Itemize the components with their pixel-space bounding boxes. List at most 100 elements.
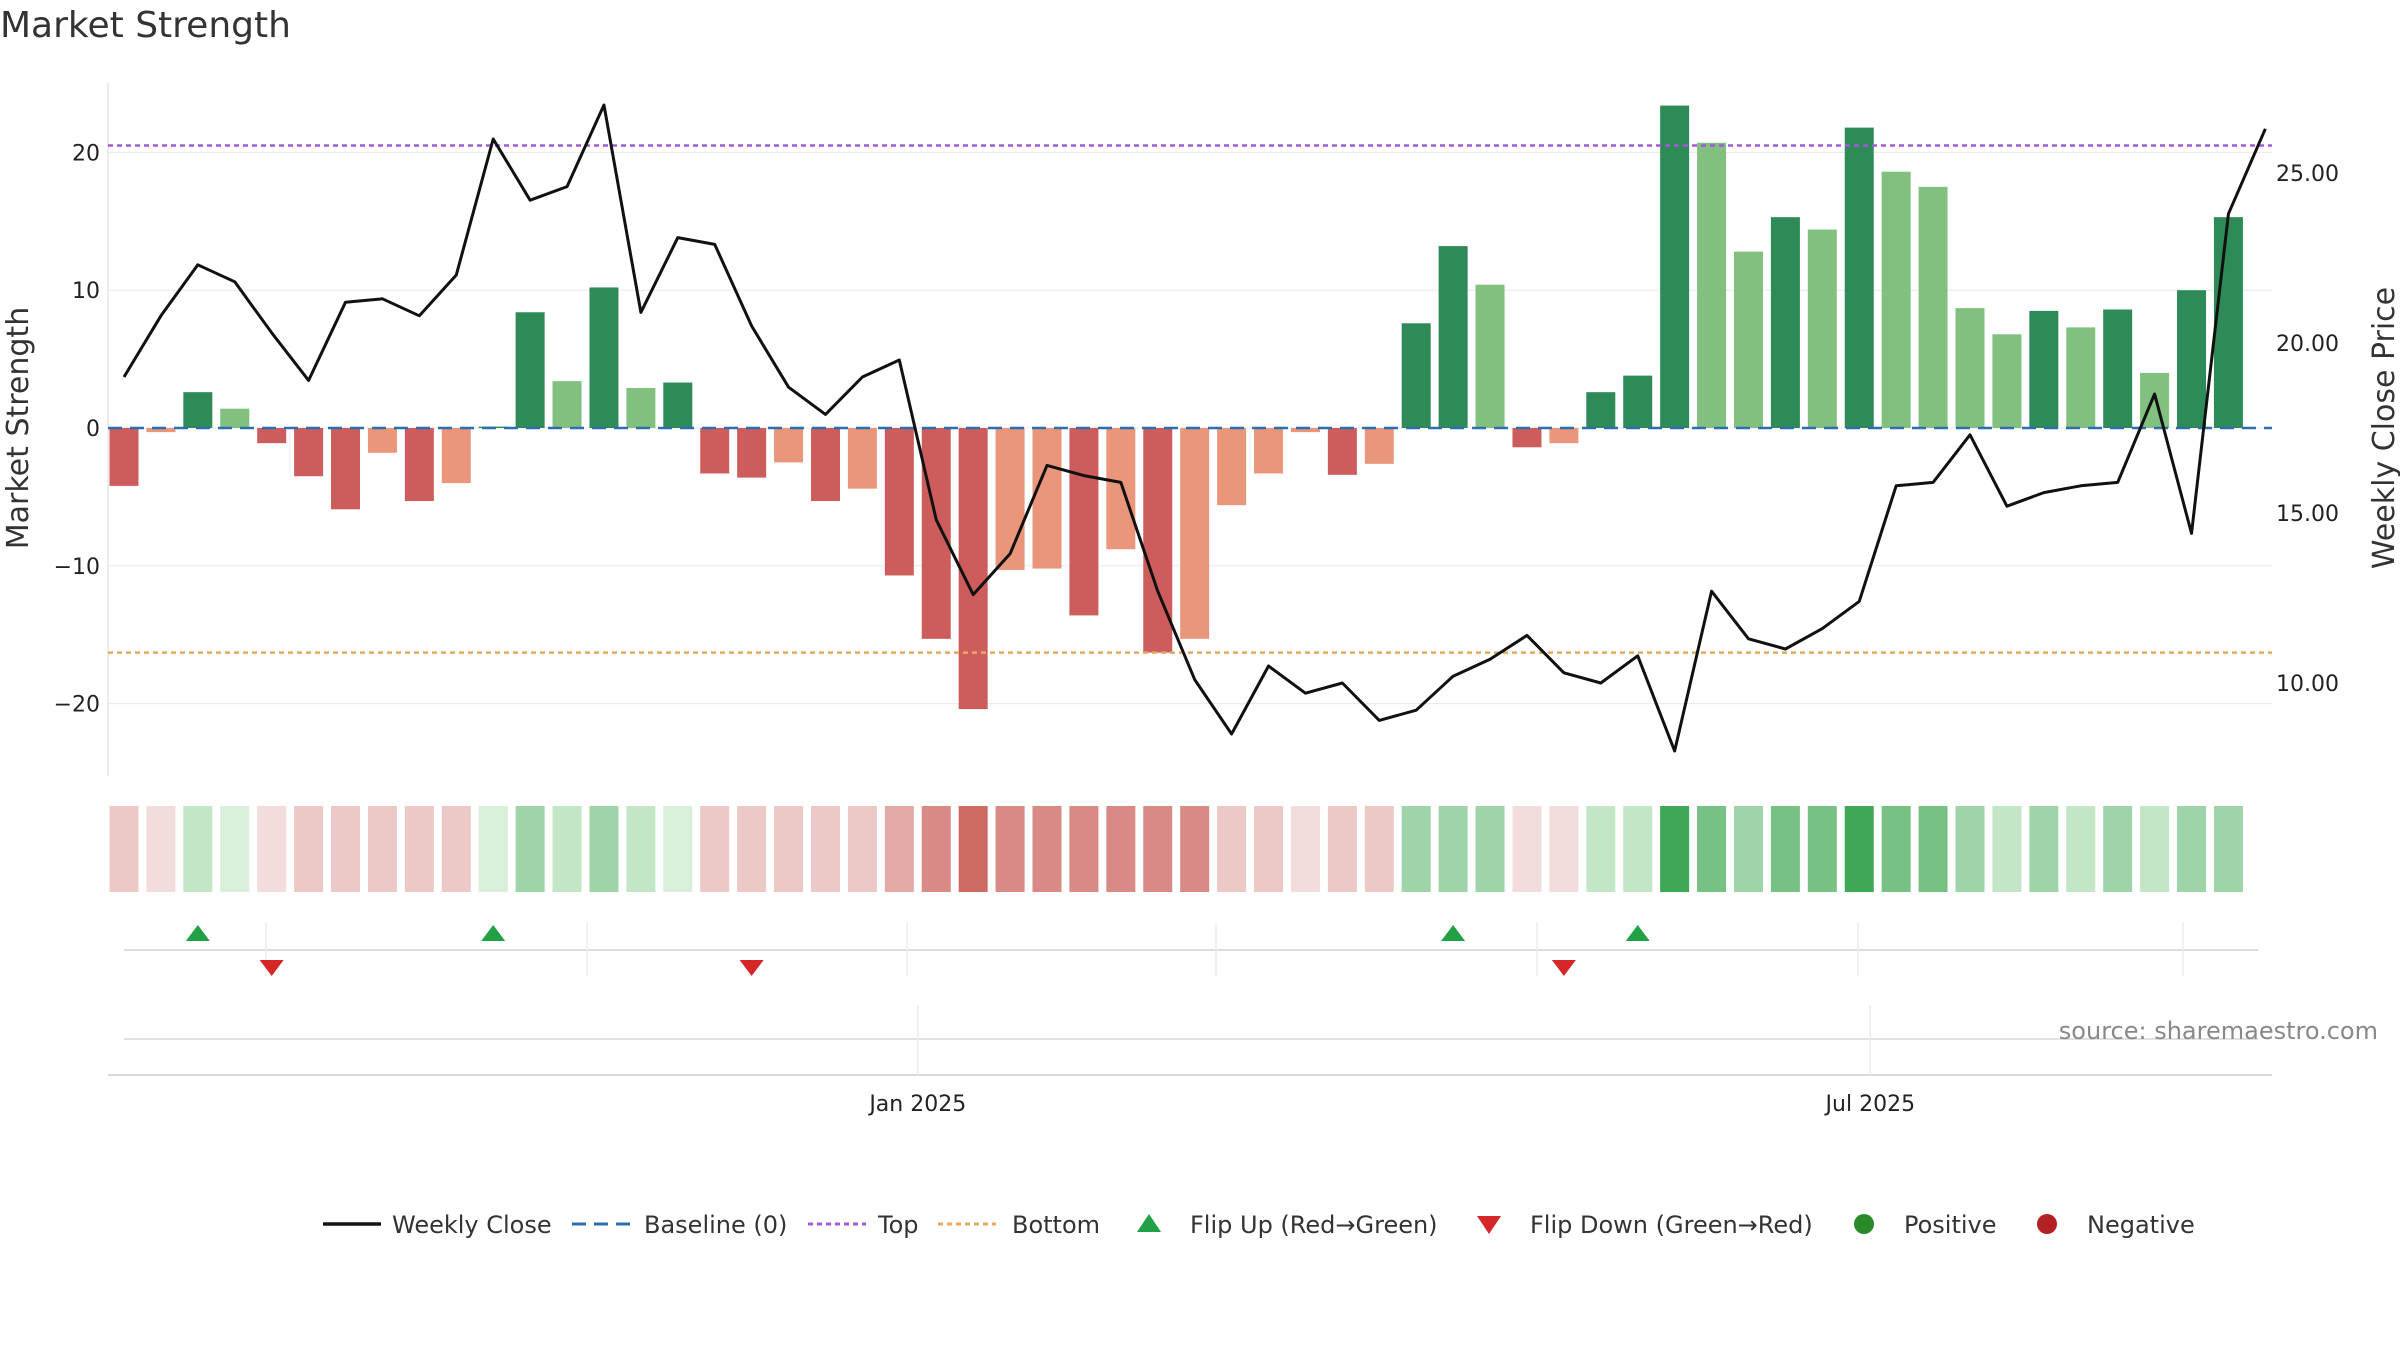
heat-cell	[146, 806, 176, 892]
flip-markers-panel	[124, 922, 2258, 976]
heat-cell	[1623, 806, 1653, 892]
legend-swatch-flip-down	[1477, 1216, 1501, 1234]
strength-bar	[1290, 428, 1320, 433]
strength-bar	[1217, 428, 1247, 506]
strength-bar	[1106, 428, 1136, 550]
flip-up-marker	[185, 925, 210, 941]
y-axis-ticks: 20 10 0 −10 −20	[54, 141, 100, 717]
legend-label: Bottom	[1012, 1211, 1100, 1239]
heat-cell	[552, 806, 582, 892]
strength-bar	[257, 428, 287, 444]
heat-cell	[995, 806, 1025, 892]
y2-tick-label: 15.00	[2276, 502, 2339, 527]
heat-cell	[1807, 806, 1837, 892]
heat-cell	[737, 806, 767, 892]
heat-cell	[1032, 806, 1062, 892]
heat-cell	[183, 806, 213, 892]
flip-down-marker	[259, 960, 284, 976]
heat-cell	[847, 806, 877, 892]
flip-up-marker	[1625, 925, 1650, 941]
legend-label: Positive	[1904, 1211, 1997, 1239]
strength-bar	[958, 428, 988, 710]
legend-label: Weekly Close	[392, 1211, 552, 1239]
strength-bar	[1955, 308, 1985, 428]
strength-bar	[589, 287, 619, 428]
legend: Weekly Close Baseline (0) Top Bottom Flip Up…	[323, 1211, 2195, 1239]
heat-cell	[884, 806, 914, 892]
heat-cell	[774, 806, 804, 892]
strength-bar	[700, 428, 730, 474]
y-tick-label: −10	[54, 555, 100, 580]
strength-bar	[183, 392, 213, 428]
heat-cell	[1918, 806, 1948, 892]
heat-cell	[1733, 806, 1763, 892]
strength-bar	[921, 428, 951, 639]
heat-cell	[1992, 806, 2022, 892]
strength-bar	[220, 408, 250, 428]
legend-label: Baseline (0)	[644, 1211, 787, 1239]
flip-down-marker	[1551, 960, 1576, 976]
heat-cell	[1180, 806, 1210, 892]
heat-cell	[1364, 806, 1394, 892]
heat-cell	[1217, 806, 1247, 892]
strength-bar	[109, 428, 139, 486]
y-axis-label: Market Strength	[1, 307, 36, 549]
heat-cell	[810, 806, 840, 892]
strength-bar	[1807, 229, 1837, 428]
heat-cell	[921, 806, 951, 892]
strength-bar	[1364, 428, 1394, 464]
heat-cell	[1844, 806, 1874, 892]
x-tick-label: Jan 2025	[867, 1092, 966, 1117]
strength-bar	[663, 382, 693, 428]
strength-bar	[1623, 375, 1653, 428]
y2-axis-label: Weekly Close Price	[2367, 287, 2400, 569]
strength-bar	[847, 428, 877, 489]
heat-cell	[1475, 806, 1505, 892]
heat-cell	[1290, 806, 1320, 892]
y2-tick-label: 20.00	[2276, 332, 2339, 357]
reference-lines	[108, 144, 2272, 654]
y2-axis-ticks: 25.00 20.00 15.00 10.00	[2276, 162, 2339, 697]
chart-title: Market Strength	[0, 5, 291, 46]
strength-bar	[1512, 428, 1542, 448]
heat-cell	[663, 806, 693, 892]
heat-cell	[1254, 806, 1284, 892]
weekly-close-line	[122, 103, 2267, 753]
strength-bar	[1549, 428, 1579, 444]
heat-cell	[404, 806, 434, 892]
legend-label: Flip Down (Green→Red)	[1530, 1211, 1813, 1239]
heat-cell	[257, 806, 287, 892]
legend-swatch-flip-up	[1137, 1214, 1161, 1232]
strength-bar	[2029, 310, 2059, 428]
heat-cell	[478, 806, 508, 892]
heat-cell	[958, 806, 988, 892]
strength-bar	[1918, 186, 1948, 428]
heat-cell	[109, 806, 139, 892]
strength-bar	[441, 428, 471, 484]
heat-cell	[1069, 806, 1099, 892]
heat-cell	[1549, 806, 1579, 892]
heat-cell	[626, 806, 656, 892]
legend-label: Flip Up (Red→Green)	[1190, 1211, 1438, 1239]
heat-cell	[2029, 806, 2059, 892]
heat-cell	[1881, 806, 1911, 892]
strength-bar	[1881, 171, 1911, 428]
heat-cell	[367, 806, 397, 892]
strength-bar	[1660, 105, 1690, 428]
strength-bar	[1032, 428, 1062, 569]
strength-bar	[1733, 251, 1763, 428]
strength-bar	[1180, 428, 1210, 639]
close-line-layer	[122, 103, 2267, 753]
strength-bar	[331, 428, 361, 510]
strength-bar	[1475, 284, 1505, 428]
heat-cell	[220, 806, 250, 892]
heat-cell	[331, 806, 361, 892]
flip-up-marker	[1441, 925, 1466, 941]
heat-cell	[2177, 806, 2207, 892]
source-label: source: sharemaestro.com	[2059, 1017, 2378, 1045]
strength-bar	[2213, 217, 2243, 428]
heat-cell	[1327, 806, 1357, 892]
strength-bar	[1992, 334, 2022, 428]
legend-label: Top	[877, 1211, 919, 1239]
heat-cell	[700, 806, 730, 892]
